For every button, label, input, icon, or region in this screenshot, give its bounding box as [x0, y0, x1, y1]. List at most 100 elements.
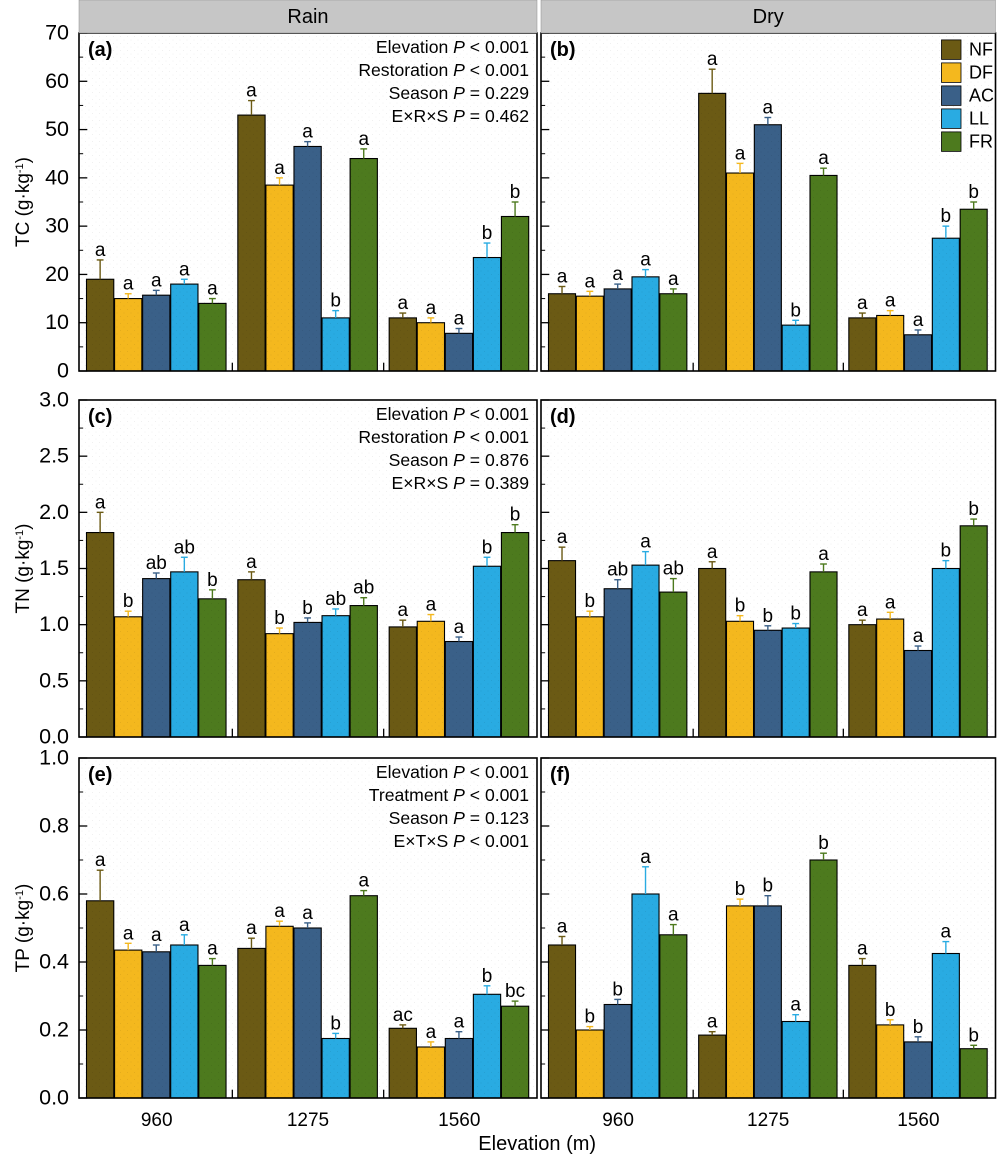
svg-text:a: a: [818, 544, 829, 565]
svg-text:a: a: [885, 291, 896, 312]
svg-text:960: 960: [602, 1110, 634, 1131]
svg-text:a: a: [707, 49, 718, 70]
svg-text:a: a: [207, 939, 218, 960]
svg-text:a: a: [426, 595, 437, 616]
svg-text:ab: ab: [353, 578, 374, 599]
svg-text:b: b: [510, 505, 521, 526]
svg-text:b: b: [330, 1013, 341, 1034]
svg-text:b: b: [968, 182, 979, 203]
svg-text:b: b: [330, 291, 341, 312]
svg-text:30: 30: [45, 214, 69, 238]
svg-text:a: a: [640, 532, 651, 553]
svg-text:a: a: [207, 279, 218, 300]
svg-text:b: b: [941, 206, 952, 227]
svg-text:FR: FR: [969, 131, 993, 151]
svg-text:a: a: [668, 905, 679, 926]
svg-text:ab: ab: [146, 553, 167, 574]
svg-text:b: b: [968, 1025, 979, 1046]
svg-text:0.4: 0.4: [39, 950, 69, 974]
svg-text:E×R×S P = 0.462: E×R×S P = 0.462: [392, 106, 529, 126]
svg-text:1275: 1275: [747, 1110, 789, 1131]
svg-text:Season P = 0.123: Season P = 0.123: [389, 808, 530, 828]
svg-text:bc: bc: [505, 981, 525, 1002]
svg-text:Rain: Rain: [287, 6, 328, 28]
svg-text:a: a: [557, 917, 568, 938]
svg-text:a: a: [763, 98, 774, 119]
svg-text:b: b: [302, 598, 313, 619]
svg-text:a: a: [302, 903, 313, 924]
svg-text:b: b: [482, 537, 493, 558]
svg-text:Dry: Dry: [753, 6, 784, 28]
svg-text:NF: NF: [969, 39, 993, 59]
svg-text:Elevation P < 0.001: Elevation P < 0.001: [376, 762, 529, 782]
svg-text:50: 50: [45, 117, 69, 141]
svg-text:b: b: [123, 591, 134, 612]
svg-text:a: a: [179, 259, 190, 280]
svg-text:(f): (f): [550, 764, 570, 786]
svg-text:(c): (c): [88, 406, 112, 428]
svg-text:a: a: [885, 592, 896, 613]
svg-text:ab: ab: [325, 589, 346, 610]
svg-text:0.8: 0.8: [39, 814, 69, 838]
svg-text:1275: 1275: [287, 1110, 329, 1131]
svg-text:DF: DF: [969, 62, 993, 82]
svg-text:TP (g·kg-1): TP (g·kg-1): [13, 884, 34, 973]
svg-text:b: b: [941, 541, 952, 562]
svg-text:60: 60: [45, 69, 69, 93]
svg-text:E×T×S P < 0.001: E×T×S P < 0.001: [394, 831, 529, 851]
svg-text:a: a: [398, 293, 409, 314]
svg-text:b: b: [913, 1017, 924, 1038]
svg-text:(d): (d): [550, 406, 576, 428]
svg-text:a: a: [358, 129, 369, 150]
svg-text:a: a: [707, 1012, 718, 1033]
svg-text:b: b: [968, 499, 979, 520]
svg-text:a: a: [818, 148, 829, 169]
svg-text:TC (g·kg-1): TC (g·kg-1): [13, 157, 34, 247]
svg-text:b: b: [763, 606, 774, 627]
svg-text:a: a: [640, 250, 651, 271]
svg-text:b: b: [790, 300, 801, 321]
svg-text:a: a: [454, 1012, 465, 1033]
svg-text:a: a: [246, 918, 257, 939]
svg-text:(e): (e): [88, 764, 112, 786]
svg-text:1560: 1560: [897, 1110, 939, 1131]
svg-text:Elevation P < 0.001: Elevation P < 0.001: [376, 404, 529, 424]
svg-text:b: b: [735, 879, 746, 900]
svg-text:a: a: [790, 995, 801, 1016]
svg-text:Restoration P < 0.001: Restoration P < 0.001: [358, 427, 529, 447]
svg-text:a: a: [557, 527, 568, 548]
svg-text:LL: LL: [969, 108, 989, 128]
svg-text:a: a: [123, 923, 134, 944]
svg-text:a: a: [913, 310, 924, 331]
svg-text:(b): (b): [550, 39, 576, 61]
svg-text:b: b: [482, 223, 493, 244]
svg-text:b: b: [482, 966, 493, 987]
svg-text:a: a: [913, 626, 924, 647]
svg-text:a: a: [941, 922, 952, 943]
svg-text:b: b: [585, 1007, 596, 1028]
svg-text:TN (g·kg-1): TN (g·kg-1): [13, 523, 34, 613]
svg-text:ac: ac: [393, 1005, 413, 1026]
svg-text:a: a: [95, 850, 106, 871]
svg-text:b: b: [207, 570, 218, 591]
svg-text:20: 20: [45, 262, 69, 286]
svg-text:b: b: [818, 833, 829, 854]
svg-text:a: a: [454, 309, 465, 330]
svg-text:1.0: 1.0: [39, 746, 69, 770]
svg-text:1.5: 1.5: [39, 556, 69, 580]
svg-text:a: a: [151, 270, 162, 291]
svg-text:b: b: [510, 182, 521, 203]
svg-text:b: b: [585, 591, 596, 612]
svg-text:40: 40: [45, 165, 69, 189]
svg-text:960: 960: [141, 1110, 173, 1131]
svg-text:70: 70: [45, 21, 69, 45]
svg-text:AC: AC: [969, 85, 994, 105]
svg-text:ab: ab: [663, 559, 684, 580]
svg-text:b: b: [735, 596, 746, 617]
svg-text:10: 10: [45, 310, 69, 334]
svg-text:a: a: [274, 158, 285, 179]
svg-text:a: a: [426, 1022, 437, 1043]
svg-text:a: a: [274, 901, 285, 922]
svg-text:a: a: [246, 552, 257, 573]
svg-text:b: b: [274, 608, 285, 629]
